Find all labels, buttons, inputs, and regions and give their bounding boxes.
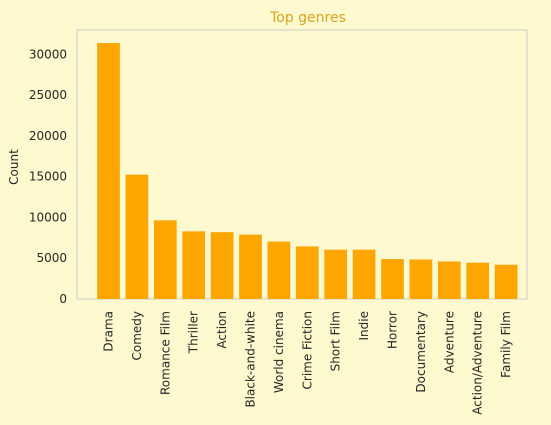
x-tick-label: Action [215, 311, 229, 349]
bar [494, 264, 518, 299]
x-tick-label: Comedy [130, 311, 144, 361]
x-tick-label: Horror [386, 311, 400, 349]
bar [295, 246, 319, 299]
bar [267, 241, 291, 299]
bar [437, 261, 461, 299]
bar [324, 249, 348, 299]
x-tick-label: Adventure [442, 311, 456, 373]
x-tick-label: Short Film [329, 311, 343, 371]
plot-area: 0 5000 10000 15000 20000 25000 30000 Drama Comed… [29, 29, 528, 415]
x-tick-label: Romance Film [158, 311, 172, 395]
x-tick-label: Documentary [414, 311, 428, 393]
bar [153, 220, 177, 299]
x-tick-label: Crime Fiction [300, 311, 314, 389]
y-tick-label: 15000 [29, 170, 67, 184]
x-tick-label: Black-and-white [244, 311, 258, 408]
chart-title: Top genres [269, 10, 346, 26]
bar [381, 259, 404, 299]
x-tick-label: Indie [357, 311, 371, 340]
y-axis-label: Count [7, 149, 21, 185]
x-tick-label: Thriller [187, 311, 201, 354]
bar [352, 249, 376, 299]
y-tick-label: 5000 [36, 251, 67, 265]
y-tick-label: 25000 [29, 88, 67, 102]
y-tick-label: 30000 [29, 47, 67, 61]
bar [125, 174, 149, 299]
bar [239, 234, 262, 299]
x-tick-label: World cinema [272, 311, 286, 393]
x-tick-label: Family Film [499, 311, 513, 378]
bar [97, 43, 120, 299]
bar [210, 232, 234, 299]
y-tick-label: 20000 [29, 129, 67, 143]
bar [466, 262, 490, 299]
bar [182, 231, 206, 299]
y-tick-label: 0 [59, 292, 67, 306]
y-tick-label: 10000 [29, 210, 67, 224]
x-tick-label: Action/Adventure [471, 311, 485, 415]
x-tick-label: Drama [102, 311, 116, 352]
bar [409, 259, 433, 299]
